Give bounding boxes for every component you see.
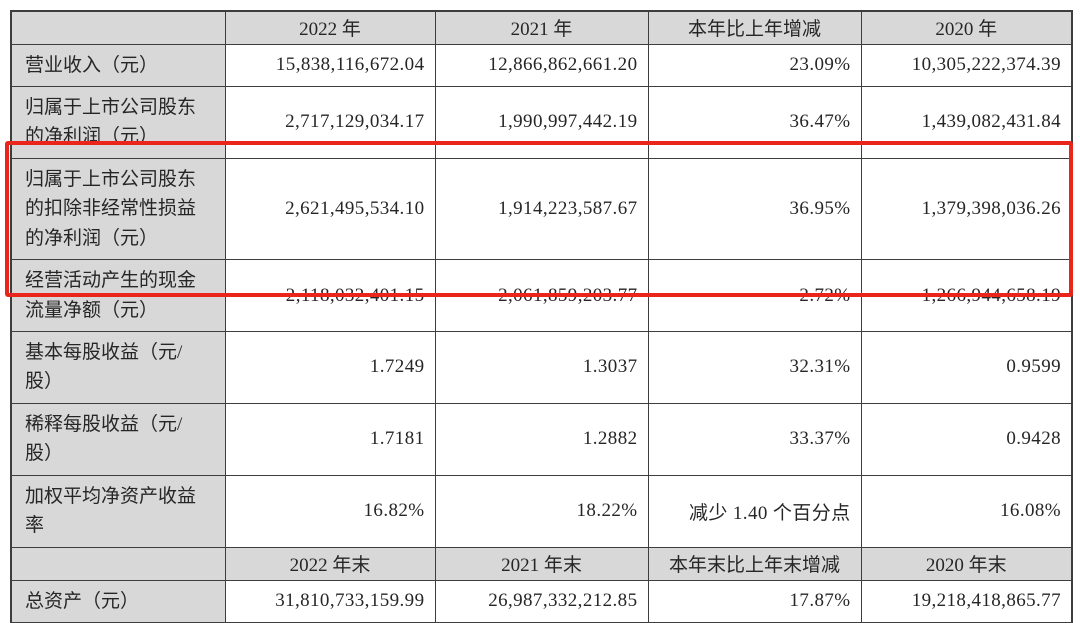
header-empty-cell	[10, 546, 226, 581]
value-cell-2020: 1,379,398,036.26	[860, 157, 1073, 261]
value-cell-2022: 16.82%	[224, 474, 436, 548]
value-cell-2021: 1.3037	[434, 331, 649, 404]
value-cell-2020: 10,305,222,374.39	[860, 43, 1073, 87]
row-label-cell: 归属于上市公司股东的净利润（元）	[10, 85, 226, 159]
row-label-cell: 经营活动产生的现金流量净额（元）	[10, 259, 226, 332]
value-cell-2022: 2,717,129,034.17	[224, 85, 436, 159]
table-row-revenue: 营业收入（元） 15,838,116,672.04 12,866,862,661…	[10, 43, 1073, 87]
value-cell-change: 2.72%	[647, 259, 862, 332]
value-cell-2021: 1,914,223,587.67	[434, 157, 649, 261]
table-row-deducted-net-profit: 归属于上市公司股东的扣除非经常性损益的净利润（元） 2,621,495,534.…	[10, 157, 1073, 261]
column-header-yearend-change: 本年末比上年末增减	[647, 546, 862, 581]
value-cell-2021: 2,061,859,203.77	[434, 259, 649, 332]
value-cell-2020: 0.9428	[860, 402, 1073, 476]
value-cell-2022: 31,810,733,159.99	[224, 579, 436, 623]
column-header-2020-end: 2020 年末	[860, 546, 1073, 581]
value-cell-change: 33.37%	[647, 402, 862, 476]
header-empty-cell	[10, 10, 226, 45]
value-cell-2021: 18.22%	[434, 474, 649, 548]
value-cell-change: 减少 1.40 个百分点	[647, 474, 862, 548]
row-label-cell: 稀释每股收益（元/股）	[10, 402, 226, 476]
row-label-cell: 归属于上市公司股东的扣除非经常性损益的净利润（元）	[10, 157, 226, 261]
value-cell-2020: 19,218,418,865.77	[860, 579, 1073, 623]
table-header-row-annual: 2022 年 2021 年 本年比上年增减 2020 年	[10, 10, 1073, 45]
value-cell-2021: 26,987,332,212.85	[434, 579, 649, 623]
value-cell-2022: 1.7249	[224, 331, 436, 404]
table-row-basic-eps: 基本每股收益（元/股） 1.7249 1.3037 32.31% 0.9599	[10, 331, 1073, 404]
column-header-2022-end: 2022 年末	[224, 546, 436, 581]
value-cell-2020: 1,266,944,658.19	[860, 259, 1073, 332]
value-cell-2022: 15,838,116,672.04	[224, 43, 436, 87]
value-cell-change: 36.47%	[647, 85, 862, 159]
value-cell-change: 17.87%	[647, 579, 862, 623]
value-cell-2020: 1,439,082,431.84	[860, 85, 1073, 159]
value-cell-2022: 1.7181	[224, 402, 436, 476]
value-cell-2022: 2,621,495,534.10	[224, 157, 436, 261]
table-row-diluted-eps: 稀释每股收益（元/股） 1.7181 1.2882 33.37% 0.9428	[10, 402, 1073, 476]
table-header-row-yearend: 2022 年末 2021 年末 本年末比上年末增减 2020 年末	[10, 546, 1073, 581]
row-label-cell: 加权平均净资产收益率	[10, 474, 226, 548]
value-cell-change: 23.09%	[647, 43, 862, 87]
table-row-total-assets: 总资产（元） 31,810,733,159.99 26,987,332,212.…	[10, 579, 1073, 623]
key-financials-table: 2022 年 2021 年 本年比上年增减 2020 年 营业收入（元） 15,…	[10, 10, 1073, 623]
column-header-2021: 2021 年	[434, 10, 649, 45]
row-label-cell: 营业收入（元）	[10, 43, 226, 87]
row-label-cell: 总资产（元）	[10, 579, 226, 623]
value-cell-2022: 2,118,032,401.15	[224, 259, 436, 332]
table-row-weighted-avg-roe: 加权平均净资产收益率 16.82% 18.22% 减少 1.40 个百分点 16…	[10, 474, 1073, 548]
value-cell-2020: 16.08%	[860, 474, 1073, 548]
table-row-operating-cash-flow: 经营活动产生的现金流量净额（元） 2,118,032,401.15 2,061,…	[10, 259, 1073, 332]
value-cell-2021: 1,990,997,442.19	[434, 85, 649, 159]
row-label-cell: 基本每股收益（元/股）	[10, 331, 226, 404]
table-row-net-profit: 归属于上市公司股东的净利润（元） 2,717,129,034.17 1,990,…	[10, 85, 1073, 159]
value-cell-change: 32.31%	[647, 331, 862, 404]
value-cell-2020: 0.9599	[860, 331, 1073, 404]
column-header-2021-end: 2021 年末	[434, 546, 649, 581]
column-header-2022: 2022 年	[224, 10, 436, 45]
value-cell-change: 36.95%	[647, 157, 862, 261]
value-cell-2021: 1.2882	[434, 402, 649, 476]
column-header-yoy-change: 本年比上年增减	[647, 10, 862, 45]
column-header-2020: 2020 年	[860, 10, 1073, 45]
value-cell-2021: 12,866,862,661.20	[434, 43, 649, 87]
